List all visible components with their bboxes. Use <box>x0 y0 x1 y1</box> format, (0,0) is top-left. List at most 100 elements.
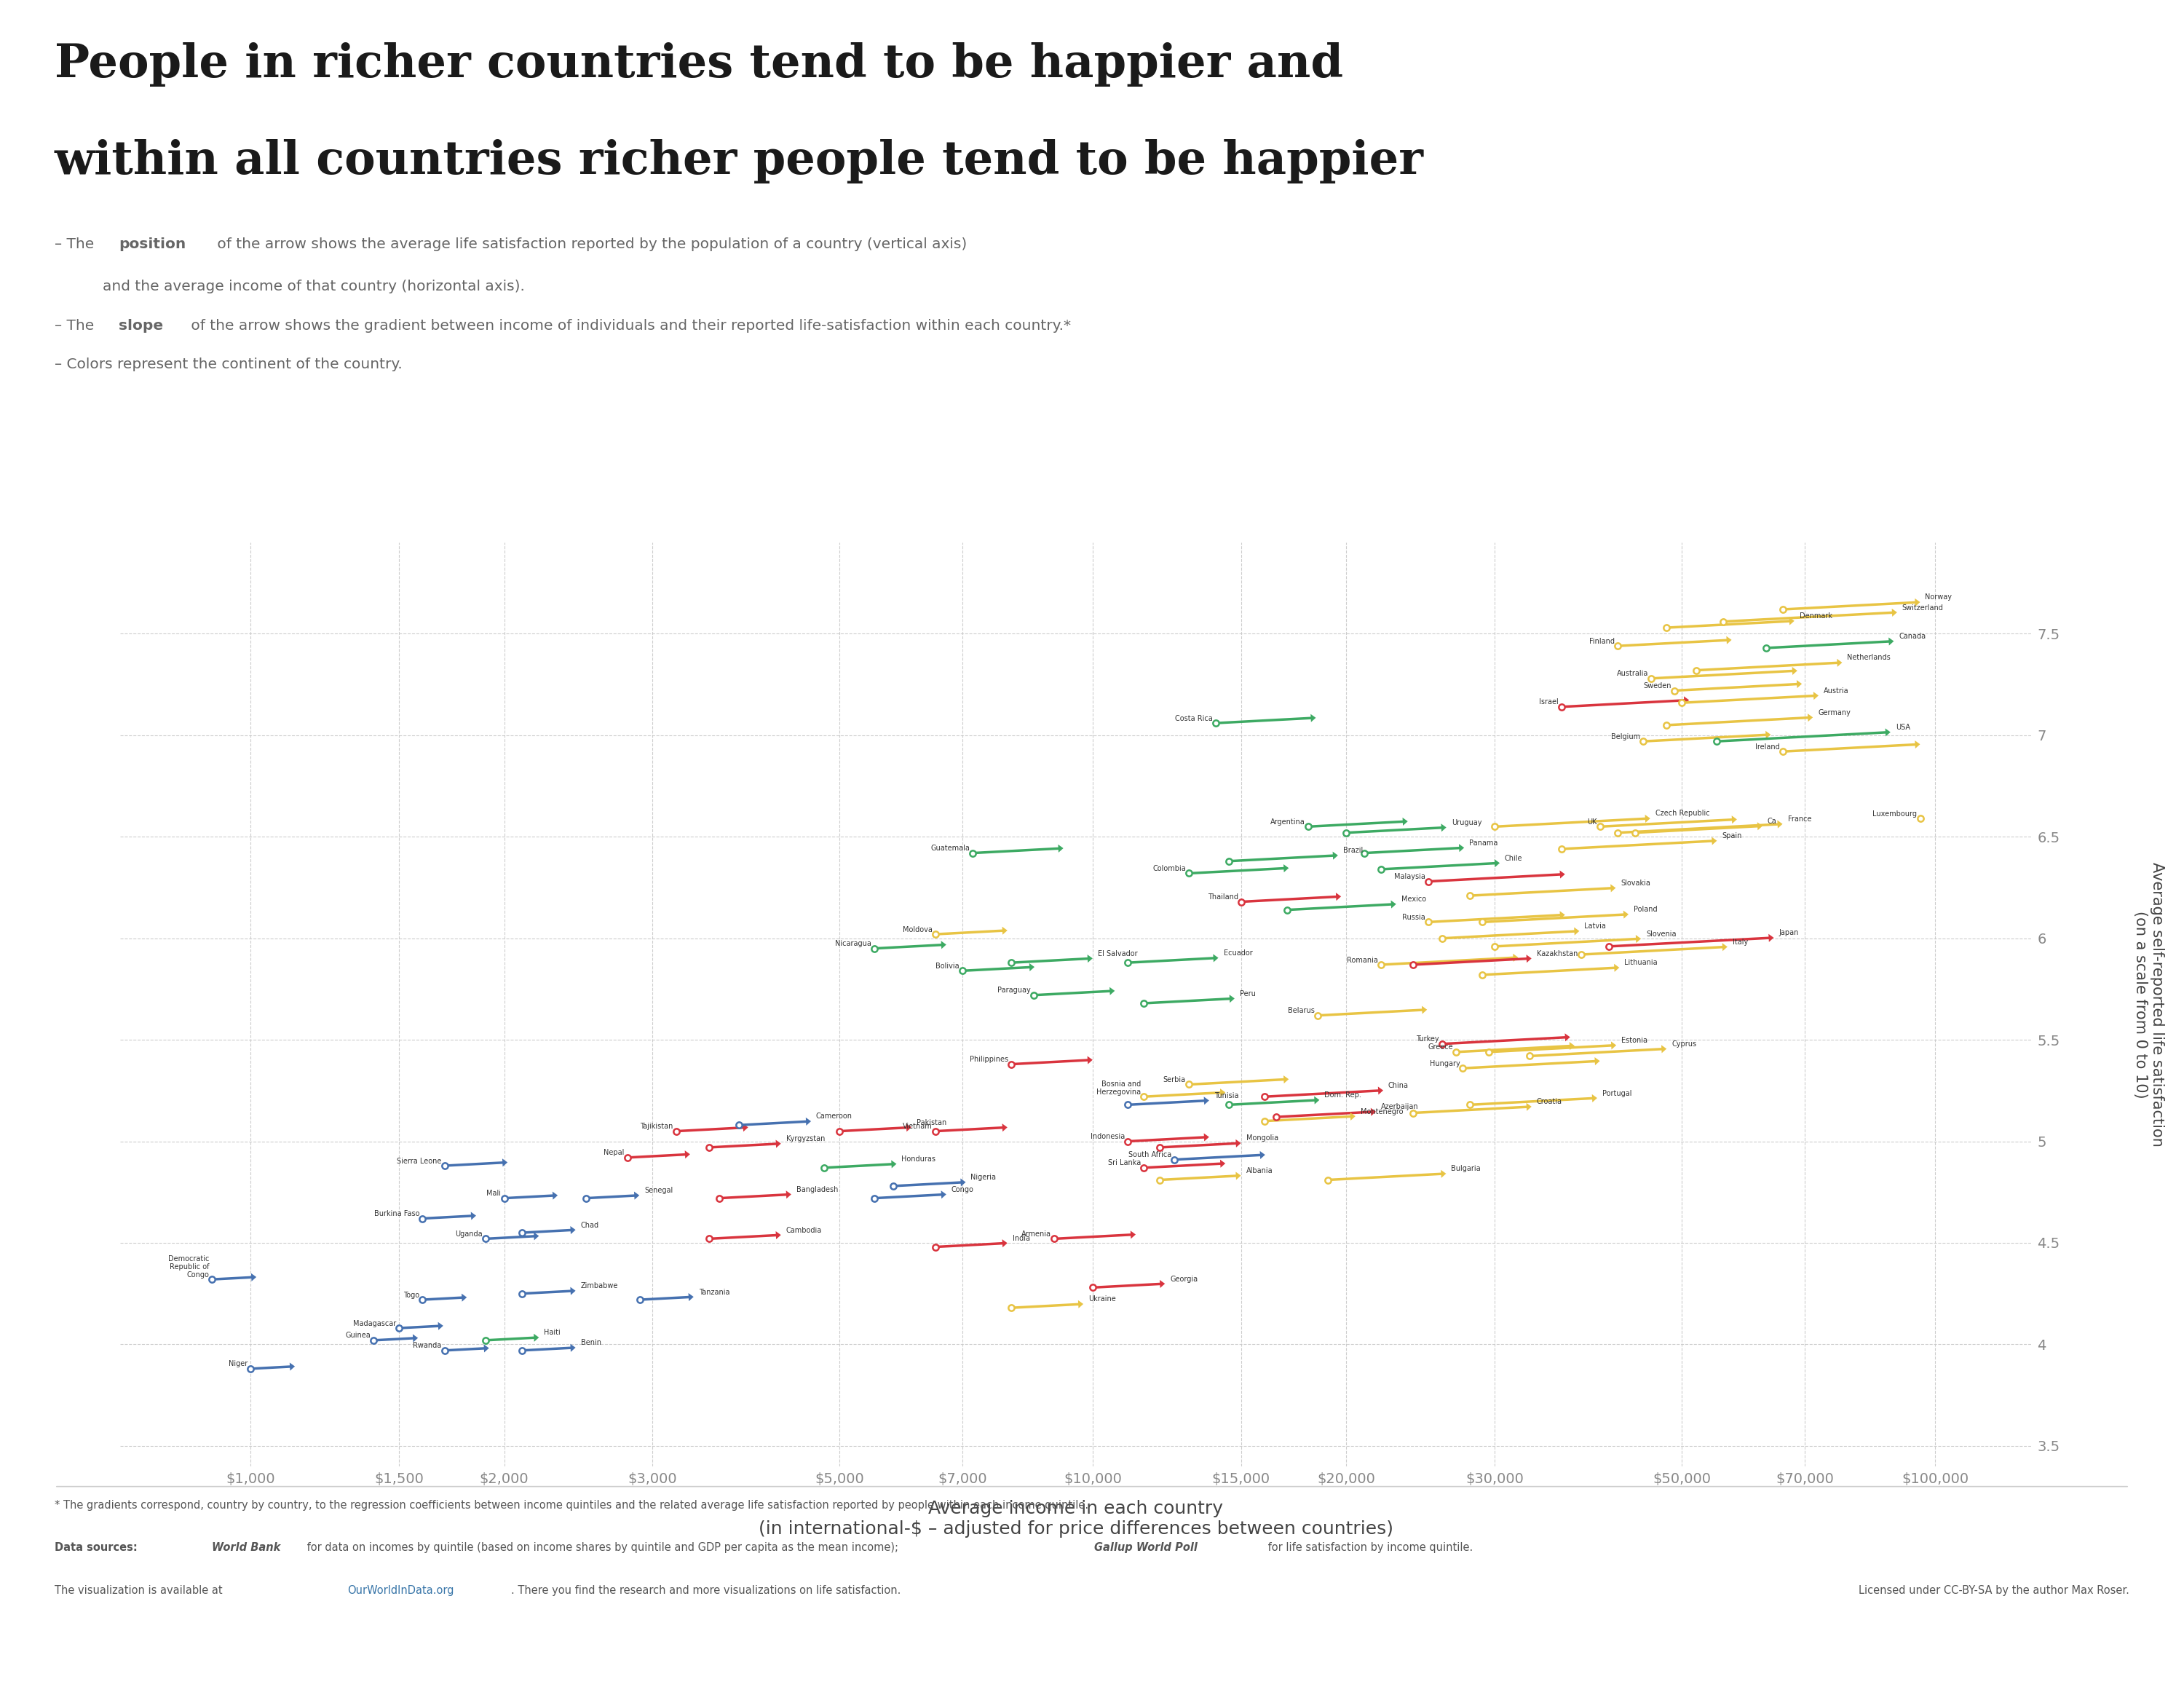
Text: South Africa: South Africa <box>1129 1151 1171 1159</box>
Text: Bolivia: Bolivia <box>935 963 959 970</box>
Text: Kyrgyzstan: Kyrgyzstan <box>786 1136 826 1142</box>
Text: Georgia: Georgia <box>1171 1275 1197 1283</box>
Text: Hungary: Hungary <box>1431 1059 1459 1068</box>
Text: Niger: Niger <box>229 1361 247 1368</box>
Text: Sweden: Sweden <box>1642 683 1671 690</box>
Text: Poland: Poland <box>1634 905 1658 914</box>
Text: Our World
in Data: Our World in Data <box>1981 51 2075 83</box>
Text: India: India <box>1013 1234 1031 1242</box>
Text: Mali: Mali <box>487 1190 500 1197</box>
Text: Benin: Benin <box>581 1339 601 1346</box>
Text: Belgium: Belgium <box>1612 732 1640 741</box>
Text: Mexico: Mexico <box>1402 895 1426 903</box>
Text: Armenia: Armenia <box>1022 1231 1051 1237</box>
Text: Italy: Italy <box>1732 939 1747 946</box>
Text: Guinea: Guinea <box>345 1332 371 1339</box>
Text: Vietnam: Vietnam <box>902 1122 933 1131</box>
Text: Sierra Leone: Sierra Leone <box>397 1158 441 1164</box>
Text: within all countries richer people tend to be happier: within all countries richer people tend … <box>55 139 1424 183</box>
Text: Slovakia: Slovakia <box>1621 880 1651 886</box>
Text: Denmark: Denmark <box>1800 612 1832 620</box>
Text: Nicaragua: Nicaragua <box>834 941 871 948</box>
Text: Romania: Romania <box>1348 956 1378 964</box>
Text: Slovenia: Slovenia <box>1647 931 1677 937</box>
Text: Portugal: Portugal <box>1603 1090 1631 1097</box>
Text: Norway: Norway <box>1924 593 1952 602</box>
Text: Togo: Togo <box>404 1292 419 1298</box>
Text: El Salvador: El Salvador <box>1099 949 1138 958</box>
Text: Cambodia: Cambodia <box>786 1227 821 1234</box>
Text: Bangladesh: Bangladesh <box>797 1186 839 1193</box>
Text: Montenegro: Montenegro <box>1361 1109 1402 1115</box>
Text: Finland: Finland <box>1590 637 1614 644</box>
Text: Bulgaria: Bulgaria <box>1450 1164 1481 1173</box>
Text: Chile: Chile <box>1505 854 1522 861</box>
Text: Malaysia: Malaysia <box>1393 873 1424 880</box>
Text: of the arrow shows the average life satisfaction reported by the population of a: of the arrow shows the average life sati… <box>214 237 968 251</box>
Text: Latvia: Latvia <box>1583 922 1605 931</box>
Text: Peru: Peru <box>1241 990 1256 997</box>
Text: Congo: Congo <box>952 1186 974 1193</box>
Text: . There you find the research and more visualizations on life satisfaction.: . There you find the research and more v… <box>511 1585 900 1595</box>
Text: Zimbabwe: Zimbabwe <box>581 1283 618 1290</box>
Text: Switzerland: Switzerland <box>1902 603 1944 612</box>
Text: Uganda: Uganda <box>454 1231 483 1237</box>
Text: Senegal: Senegal <box>644 1186 673 1195</box>
Text: Brazil: Brazil <box>1343 848 1363 854</box>
Text: USA: USA <box>1896 724 1911 731</box>
Text: * The gradients correspond, country by country, to the regression coefficients b: * The gradients correspond, country by c… <box>55 1500 1088 1510</box>
Text: Pakistan: Pakistan <box>917 1119 946 1125</box>
Text: Austria: Austria <box>1824 686 1850 695</box>
Y-axis label: Average self-reported life satisfaction
(on a scale from 0 to 10): Average self-reported life satisfaction … <box>2134 863 2164 1146</box>
Text: Panama: Panama <box>1470 839 1498 846</box>
Text: slope: slope <box>118 319 164 332</box>
Text: Spain: Spain <box>1721 832 1743 839</box>
Text: Netherlands: Netherlands <box>1848 654 1891 661</box>
Text: Ukraine: Ukraine <box>1088 1295 1116 1303</box>
Text: Chad: Chad <box>581 1222 598 1229</box>
Text: Moldova: Moldova <box>902 925 933 934</box>
Text: – Colors represent the continent of the country.: – Colors represent the continent of the … <box>55 358 402 371</box>
Text: Greece: Greece <box>1428 1044 1452 1051</box>
Text: Costa Rica: Costa Rica <box>1175 715 1212 722</box>
X-axis label: Average income in each country
(in international-$ – adjusted for price differen: Average income in each country (in inter… <box>758 1500 1393 1537</box>
Text: Tanzania: Tanzania <box>699 1288 729 1295</box>
Text: Albania: Albania <box>1247 1168 1273 1175</box>
Text: Turkey: Turkey <box>1417 1036 1439 1042</box>
Text: Argentina: Argentina <box>1271 819 1304 825</box>
Text: and the average income of that country (horizontal axis).: and the average income of that country (… <box>103 280 524 293</box>
Text: Uruguay: Uruguay <box>1452 819 1481 827</box>
Text: Haiti: Haiti <box>544 1329 561 1336</box>
Text: Burkina Faso: Burkina Faso <box>373 1210 419 1217</box>
Text: Belarus: Belarus <box>1289 1007 1315 1014</box>
Text: Licensed under CC-BY-SA by the author Max Roser.: Licensed under CC-BY-SA by the author Ma… <box>1859 1585 2129 1595</box>
Text: Japan: Japan <box>1778 929 1800 937</box>
Text: Czech Republic: Czech Republic <box>1655 810 1710 817</box>
Text: Madagascar: Madagascar <box>354 1320 395 1327</box>
Text: of the arrow shows the gradient between income of individuals and their reported: of the arrow shows the gradient between … <box>186 319 1072 332</box>
Text: World Bank: World Bank <box>212 1542 280 1553</box>
Text: Rwanda: Rwanda <box>413 1342 441 1349</box>
Text: Indonesia: Indonesia <box>1090 1132 1125 1141</box>
Text: Philippines: Philippines <box>970 1056 1009 1063</box>
Text: UK: UK <box>1588 819 1597 825</box>
Text: Nigeria: Nigeria <box>970 1173 996 1181</box>
Text: Gallup World Poll: Gallup World Poll <box>1094 1542 1197 1553</box>
Text: Canada: Canada <box>1898 632 1926 641</box>
Text: Tunisia: Tunisia <box>1214 1092 1238 1100</box>
Text: Israel: Israel <box>1540 698 1559 705</box>
Text: Azerbaijan: Azerbaijan <box>1380 1103 1420 1110</box>
Text: Colombia: Colombia <box>1153 864 1186 873</box>
Text: for data on incomes by quintile (based on income shares by quintile and GDP per : for data on incomes by quintile (based o… <box>304 1542 902 1553</box>
Text: Nepal: Nepal <box>603 1149 625 1156</box>
Text: position: position <box>118 237 186 251</box>
Text: France: France <box>1789 815 1811 822</box>
Text: Dom. Rep.: Dom. Rep. <box>1324 1092 1361 1098</box>
Text: Cameroon: Cameroon <box>817 1114 852 1120</box>
Text: People in richer countries tend to be happier and: People in richer countries tend to be ha… <box>55 42 1343 86</box>
Text: Guatemala: Guatemala <box>930 844 970 853</box>
Text: Serbia: Serbia <box>1164 1076 1186 1083</box>
Text: Cyprus: Cyprus <box>1671 1041 1697 1048</box>
Text: Ca: Ca <box>1767 817 1778 825</box>
Text: Luxembourg: Luxembourg <box>1872 810 1918 817</box>
